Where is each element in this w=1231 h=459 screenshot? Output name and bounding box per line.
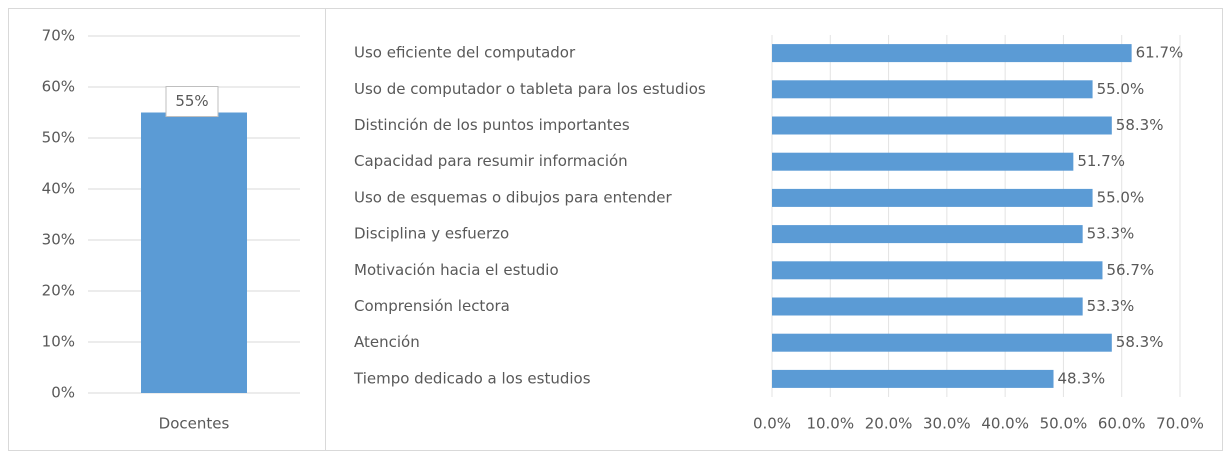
bar <box>772 261 1103 280</box>
y-tick-label: 40% <box>42 180 75 198</box>
bar <box>772 333 1112 352</box>
x-tick-label: Docentes <box>159 415 230 433</box>
bar <box>772 80 1093 99</box>
data-label: 58.3% <box>1116 333 1164 351</box>
y-tick-label: 60% <box>42 78 75 96</box>
data-label: 55.0% <box>1097 188 1145 206</box>
y-tick-label: Motivación hacia el estudio <box>354 261 559 279</box>
x-tick-label: 60.0% <box>1098 415 1146 433</box>
bar <box>772 188 1093 207</box>
y-tick-label: 50% <box>42 129 75 147</box>
y-tick-label: 70% <box>42 27 75 45</box>
data-label: 53.3% <box>1087 225 1135 243</box>
data-label: 48.3% <box>1058 369 1106 387</box>
bar <box>772 152 1074 171</box>
right-frame <box>325 8 1223 451</box>
data-label: 61.7% <box>1136 44 1184 62</box>
y-tick-label: Uso de computador o tableta para los est… <box>354 80 706 98</box>
y-tick-label: Uso eficiente del computador <box>354 44 576 62</box>
x-tick-label: 0.0% <box>753 415 791 433</box>
x-tick-label: 10.0% <box>806 415 854 433</box>
data-label: 55.0% <box>1097 80 1145 98</box>
y-tick-label: Atención <box>354 333 420 351</box>
data-label: 53.3% <box>1087 297 1135 315</box>
y-tick-label: 30% <box>42 231 75 249</box>
bar <box>141 112 247 393</box>
x-tick-label: 30.0% <box>923 415 971 433</box>
data-label-box <box>165 86 219 117</box>
y-tick-label: Tiempo dedicado a los estudios <box>353 369 591 387</box>
data-label: 58.3% <box>1116 116 1164 134</box>
data-label: 56.7% <box>1106 261 1154 279</box>
bar <box>772 44 1132 63</box>
data-label: 55% <box>175 92 208 110</box>
y-tick-label: Distinción de los puntos importantes <box>354 116 630 134</box>
y-tick-label: Uso de esquemas o dibujos para entender <box>354 188 672 206</box>
bar <box>772 369 1054 388</box>
data-label: 51.7% <box>1077 152 1125 170</box>
y-tick-label: 10% <box>42 333 75 351</box>
x-tick-label: 70.0% <box>1156 415 1204 433</box>
y-tick-label: 0% <box>51 384 75 402</box>
x-tick-label: 50.0% <box>1040 415 1088 433</box>
bar <box>772 225 1083 244</box>
bar <box>772 297 1083 316</box>
y-tick-label: Capacidad para resumir información <box>354 152 628 170</box>
x-tick-label: 20.0% <box>865 415 913 433</box>
y-tick-label: Comprensión lectora <box>354 297 510 315</box>
y-tick-label: Disciplina y esfuerzo <box>354 225 509 243</box>
x-tick-label: 40.0% <box>981 415 1029 433</box>
bar <box>772 116 1112 135</box>
y-tick-label: 20% <box>42 282 75 300</box>
